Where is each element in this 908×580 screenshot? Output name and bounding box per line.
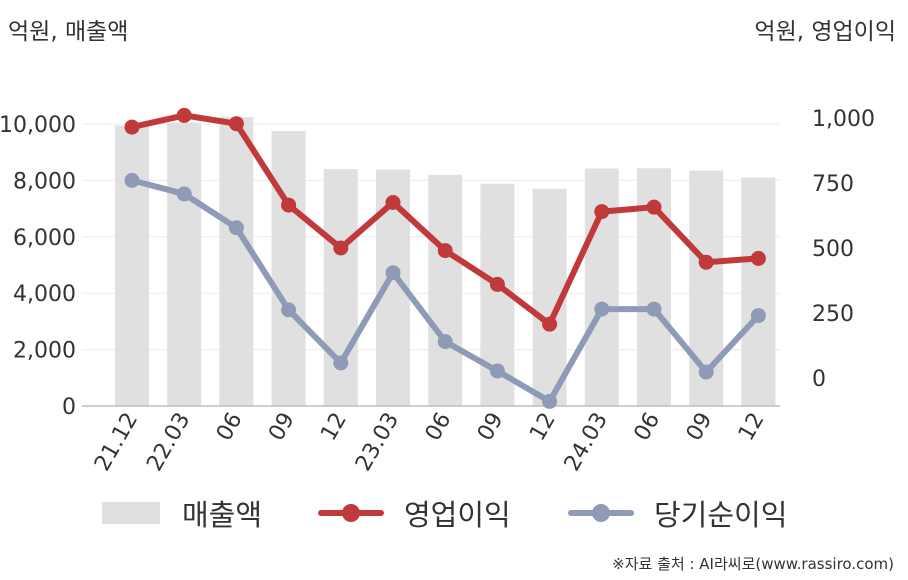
sales-bar: [115, 125, 149, 406]
source-credit: ※자료 출처 : AI라씨로(www.rassiro.com): [612, 555, 894, 573]
operating-profit-point: [124, 119, 140, 135]
x-tick-label: 12: [525, 409, 561, 446]
x-tick-label: 23.03: [351, 409, 404, 476]
net-income-point: [594, 301, 610, 317]
legend-swatch-operating-profit: [318, 502, 384, 524]
left-tick-label: 6,000: [13, 226, 76, 251]
right-axis-ticks: 0 250 500 750 1,000: [812, 107, 875, 392]
legend-item-operating-profit: 영업이익: [318, 492, 511, 534]
net-income-point: [542, 393, 558, 409]
x-tick-label: 06: [630, 409, 666, 446]
x-tick-label: 09: [264, 409, 300, 446]
right-tick-label: 250: [812, 302, 854, 327]
x-tick-label: 24.03: [560, 409, 613, 476]
sales-bar: [219, 116, 254, 406]
operating-profit-point: [489, 276, 505, 292]
legend-label-net-income: 당기순이익: [654, 498, 788, 532]
operating-profit-point: [542, 316, 558, 332]
x-tick-label: 09: [682, 409, 718, 446]
left-axis-unit: 억원, 매출액: [8, 19, 129, 45]
legend-item-sales: 매출액: [102, 492, 262, 534]
line-series: [124, 107, 766, 409]
operating-profit-point: [594, 204, 610, 220]
bar-series: [115, 116, 776, 407]
operating-profit-point: [281, 197, 297, 213]
left-tick-label: 10,000: [0, 113, 76, 138]
right-tick-label: 750: [812, 172, 854, 197]
sales-bar: [428, 174, 463, 406]
net-income-point: [437, 334, 453, 350]
x-tick-label: 09: [473, 409, 509, 446]
net-income-point: [281, 302, 297, 318]
legend-item-net-income: 당기순이익: [568, 492, 787, 534]
x-tick-label: 12: [316, 409, 352, 446]
net-income-point: [333, 355, 349, 371]
net-income-point: [385, 265, 401, 281]
sales-bar: [167, 122, 202, 406]
operating-profit-point: [176, 107, 192, 123]
legend-swatch-sales: [102, 502, 160, 524]
net-income-point: [750, 308, 766, 324]
x-tick-label: 12: [734, 409, 770, 446]
legend-label-operating-profit: 영업이익: [404, 498, 511, 532]
operating-profit-point: [437, 243, 453, 259]
x-tick-label: 21.12: [90, 409, 143, 476]
x-tick-label: 06: [421, 409, 457, 446]
right-tick-label: 500: [812, 237, 854, 262]
left-tick-label: 0: [62, 395, 76, 420]
legend-swatch-net-income: [568, 502, 634, 524]
right-tick-label: 0: [812, 367, 826, 392]
net-income-point: [646, 301, 662, 317]
left-tick-label: 2,000: [13, 339, 76, 364]
operating-profit-point: [228, 116, 244, 132]
sales-bar: [271, 131, 306, 407]
net-income-point: [124, 172, 140, 188]
sales-bar: [741, 177, 776, 406]
net-income-point: [698, 364, 714, 380]
operating-profit-point: [385, 195, 401, 210]
net-income-point: [228, 220, 244, 236]
left-tick-label: 4,000: [13, 282, 76, 307]
x-axis-ticks: 21.12 22.03 06 09 12 23.03 06 09 12 24.03 06 09 12: [90, 409, 770, 476]
operating-profit-point: [333, 240, 349, 256]
legend-label-sales: 매출액: [182, 498, 263, 532]
sales-bar: [323, 169, 358, 406]
x-tick-label: 06: [212, 409, 248, 446]
net-income-point: [176, 186, 192, 202]
operating-profit-point: [698, 254, 714, 270]
right-tick-label: 1,000: [812, 107, 875, 132]
left-axis-ticks: 0 2,000 4,000 6,000 8,000 10,000: [0, 113, 76, 420]
x-tick-label: 22.03: [142, 409, 195, 476]
net-income-point: [489, 363, 505, 379]
left-tick-label: 8,000: [13, 169, 76, 194]
right-axis-unit: 억원, 영업이익: [754, 19, 896, 45]
operating-profit-point: [750, 250, 766, 266]
operating-profit-point: [646, 199, 662, 215]
